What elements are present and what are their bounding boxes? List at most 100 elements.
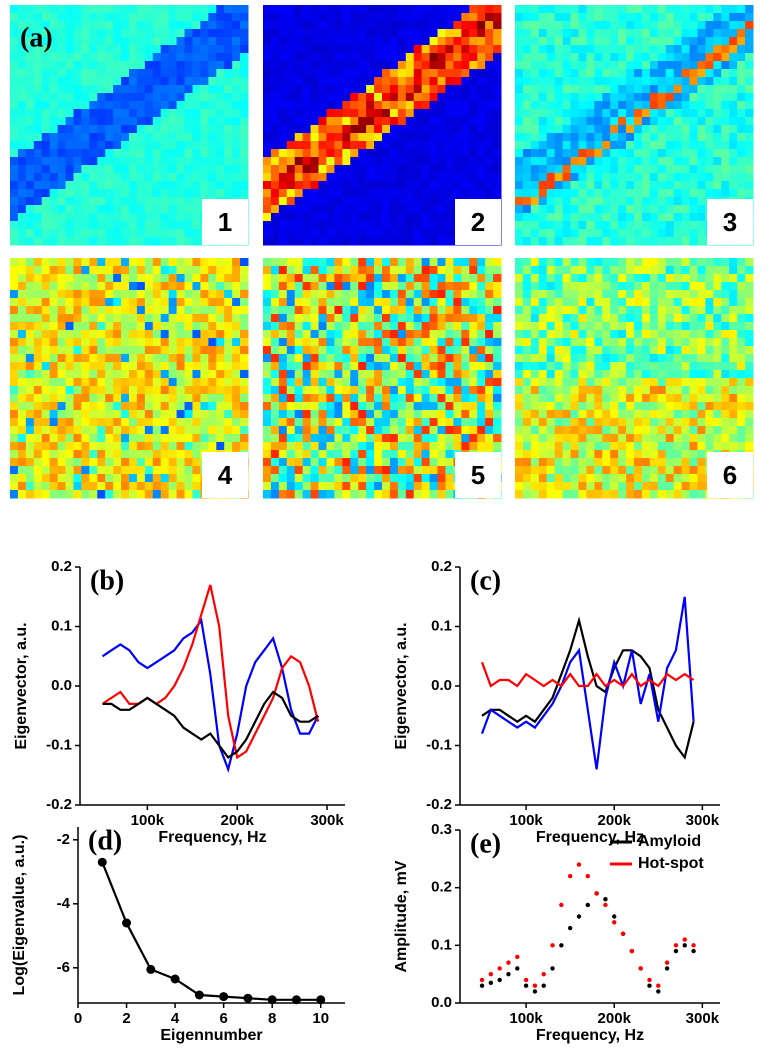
heatmap-cell	[342, 197, 351, 206]
heatmap-cell	[97, 21, 106, 30]
heatmap-cell	[530, 410, 540, 419]
heatmap-cell	[586, 378, 595, 387]
heatmap-cell	[216, 314, 225, 323]
heatmap-cell	[453, 157, 462, 166]
heatmap-cell	[129, 370, 138, 379]
heatmap-cell	[382, 237, 391, 246]
heatmap-cell	[136, 338, 146, 347]
heatmap-cell	[429, 354, 439, 363]
heatmap-cell	[73, 362, 82, 371]
heatmap-cell	[33, 466, 43, 475]
heatmap-cell	[538, 346, 548, 355]
heatmap-cell	[278, 370, 288, 379]
heatmap-cell	[208, 434, 217, 443]
heatmap-cell	[530, 258, 540, 267]
heatmap-cell	[665, 221, 675, 230]
heatmap-cell	[578, 93, 587, 102]
heatmap-cell	[326, 149, 335, 158]
heatmap-cell	[522, 386, 532, 395]
heatmap-cell	[713, 181, 722, 190]
heatmap-cell	[705, 29, 714, 38]
heatmap-cell	[405, 45, 415, 54]
heatmap-cell	[374, 450, 383, 459]
heatmap-cell	[578, 53, 587, 62]
heatmap-cell	[594, 370, 603, 379]
heatmap-cell	[10, 157, 19, 166]
heatmap-cell	[294, 77, 304, 86]
heatmap-cell	[618, 370, 627, 379]
heatmap-cell	[530, 77, 540, 86]
heatmap-cell	[294, 402, 304, 411]
heatmap-cell	[49, 466, 59, 475]
heatmap-cell	[318, 466, 327, 475]
heatmap-cell	[240, 338, 249, 347]
heatmap-cell	[216, 338, 225, 347]
heatmap-cell	[73, 205, 82, 214]
heatmap-cell	[546, 45, 556, 54]
heatmap-cell	[453, 117, 462, 126]
heatmap-cell	[554, 458, 564, 467]
heatmap-cell	[81, 394, 90, 403]
heatmap-cell	[610, 306, 619, 315]
heatmap-cell	[342, 45, 351, 54]
heatmap-cell	[737, 29, 746, 38]
heatmap-cell	[413, 370, 423, 379]
heatmap-cell	[713, 141, 722, 150]
heatmap-cell	[136, 402, 146, 411]
heatmap-cell	[216, 53, 225, 62]
heatmap-cell	[41, 205, 51, 214]
heatmap-cell	[350, 205, 359, 214]
heatmap-cell	[649, 77, 659, 86]
heatmap-cell	[641, 229, 651, 238]
heatmap-cell	[538, 237, 548, 246]
heatmap-cell	[152, 101, 162, 110]
heatmap-cell	[302, 21, 312, 30]
heatmap-cell	[602, 394, 611, 403]
heatmap-cell	[278, 37, 288, 46]
heatmap-cell	[634, 346, 643, 355]
heatmap-cell	[10, 205, 19, 214]
heatmap-cell	[286, 173, 296, 182]
heatmap-cell	[232, 61, 241, 70]
heatmap-cell	[65, 37, 74, 46]
heatmap-cell	[485, 5, 494, 14]
heatmap-cell	[294, 117, 304, 126]
heatmap-cell	[522, 213, 532, 222]
heatmap-cell	[705, 61, 714, 70]
heatmap-cell	[216, 117, 225, 126]
heatmap-cell	[17, 141, 27, 150]
heatmap-cell	[318, 274, 327, 283]
heatmap-cell	[176, 61, 186, 70]
heatmap-cell	[634, 290, 643, 299]
heatmap-cell	[278, 221, 288, 230]
heatmap-cell	[389, 474, 399, 483]
heatmap-cell	[602, 21, 611, 30]
heatmap-cell	[33, 205, 43, 214]
heatmap-cell	[737, 5, 746, 14]
heatmap-cell	[366, 442, 375, 451]
heatmap-cell	[445, 101, 454, 110]
heatmap-cell	[515, 378, 524, 387]
heatmap-cell	[121, 213, 130, 222]
heatmap-cell	[626, 378, 635, 387]
heatmap-cell	[515, 426, 524, 435]
heatmap-cell	[562, 282, 572, 291]
heatmap-cell	[413, 314, 423, 323]
heatmap-cell	[358, 362, 367, 371]
heatmap-cell	[530, 181, 540, 190]
heatmap-cell	[160, 125, 170, 134]
heatmap-cell	[342, 290, 351, 299]
heatmap-cell	[626, 37, 635, 46]
heatmap-cell	[73, 117, 82, 126]
heatmap-cell	[152, 442, 162, 451]
heatmap-cell	[10, 197, 19, 206]
heatmap-cell	[594, 45, 603, 54]
heatmap-cell	[437, 370, 446, 379]
heatmap-cell	[310, 85, 320, 94]
heatmap-cell	[65, 450, 74, 459]
heatmap-cell	[168, 362, 178, 371]
heatmap-cell	[318, 482, 327, 491]
heatmap-cell	[374, 197, 383, 206]
heatmap-cell	[286, 13, 296, 22]
heatmap-cell	[208, 266, 217, 275]
